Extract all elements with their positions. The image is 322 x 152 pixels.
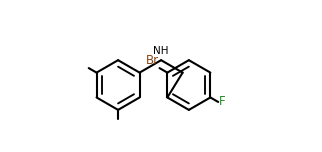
Text: NH: NH [153,46,169,56]
Text: F: F [219,95,226,109]
Text: Br: Br [146,54,159,67]
